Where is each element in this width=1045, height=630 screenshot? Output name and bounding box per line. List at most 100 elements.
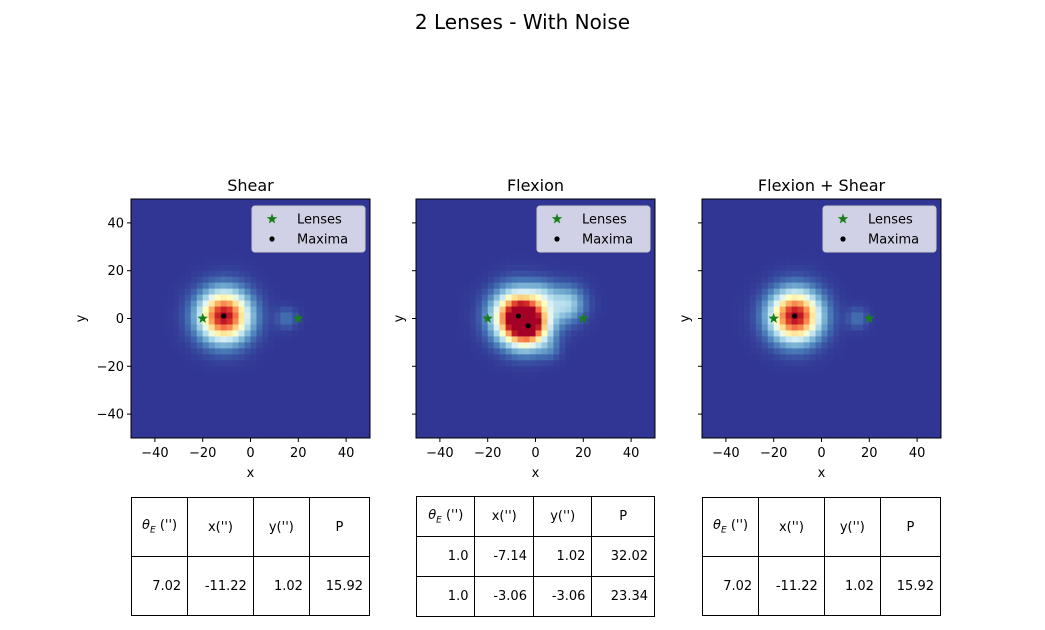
heatmap-cell — [286, 384, 293, 391]
heatmap-cell — [190, 420, 198, 427]
heatmap-cell — [427, 336, 435, 343]
heatmap-cell — [731, 258, 739, 266]
heatmap-cell — [304, 282, 311, 290]
heatmap-cell — [316, 432, 323, 439]
heatmap-cell — [166, 210, 174, 218]
heatmap-cell — [857, 426, 864, 433]
heatmap-cell — [815, 258, 822, 266]
table-row: 7.02 -11.22 1.02 15.92 — [701, 556, 942, 616]
heatmap-cell — [131, 210, 138, 218]
heatmap-cell — [178, 288, 186, 296]
heatmap-cell — [809, 336, 816, 343]
heatmap-cell — [529, 270, 536, 278]
heatmap-cell — [136, 258, 144, 266]
heatmap-cell — [511, 288, 518, 296]
heatmap-cell — [238, 300, 245, 307]
heatmap-cell — [631, 264, 638, 272]
heatmap-cell — [529, 246, 536, 254]
heatmap-cell — [154, 264, 162, 272]
heatmap-cell — [416, 300, 423, 307]
heatmap-cell — [535, 342, 542, 349]
heatmap-cell — [505, 336, 513, 343]
heatmap-cell — [773, 384, 781, 391]
heatmap-cell — [238, 210, 245, 218]
heatmap-cell — [451, 426, 459, 433]
heatmap-cell — [809, 330, 816, 337]
heatmap-cell — [637, 354, 644, 361]
heatmap-cell — [445, 432, 453, 439]
heatmap-cell — [649, 222, 656, 230]
heatmap-cell — [803, 199, 810, 206]
heatmap-cell — [523, 330, 530, 337]
heatmap-cell — [154, 330, 162, 337]
heatmap-cell — [298, 306, 305, 313]
heatmap-cell — [755, 390, 763, 397]
heatmap-cell — [238, 288, 245, 296]
heatmap-cell — [310, 426, 317, 433]
heatmap-cell — [346, 300, 353, 307]
heatmap-cell — [529, 324, 536, 331]
heatmap-cell — [262, 372, 269, 379]
heatmap-cell — [131, 396, 138, 403]
heatmap-cell — [136, 390, 144, 397]
heatmap-cell — [172, 246, 180, 254]
heatmap-cell — [421, 222, 429, 230]
heatmap-cell — [505, 199, 513, 206]
heatmap-cell — [881, 276, 888, 284]
heatmap-cell — [815, 360, 822, 367]
heatmap-cell — [499, 264, 507, 272]
heatmap-cell — [607, 330, 614, 337]
heatmap-cell — [244, 432, 251, 439]
heatmap-cell — [154, 390, 162, 397]
heatmap-cell — [737, 276, 745, 284]
heatmap-cell — [583, 294, 590, 301]
heatmap-cell — [761, 342, 769, 349]
heatmap-cell — [445, 396, 453, 403]
heatmap-cell — [232, 360, 239, 367]
heatmap-cell — [893, 324, 900, 331]
heatmap-cell — [583, 330, 590, 337]
heatmap-cell — [767, 414, 775, 421]
heatmap-cell — [595, 342, 602, 349]
heatmap-cell — [571, 372, 578, 379]
heatmap-cell — [803, 288, 810, 296]
heatmap-cell — [607, 360, 614, 367]
heatmap-cell — [887, 360, 894, 367]
heatmap-cell — [875, 330, 882, 337]
heatmap-cell — [541, 384, 548, 391]
heatmap-cell — [184, 342, 192, 349]
table-header-cell: x('') — [187, 497, 254, 557]
heatmap-cell — [571, 294, 578, 301]
heatmap-cell — [881, 360, 888, 367]
heatmap-cell — [529, 426, 536, 433]
heatmap-cell — [815, 348, 822, 355]
heatmap-cell — [803, 306, 810, 313]
heatmap-cell — [779, 294, 787, 301]
heatmap-cell — [761, 312, 769, 319]
heatmap-cell — [809, 264, 816, 272]
heatmap-cell — [743, 204, 751, 212]
heatmap-cell — [475, 204, 483, 212]
heatmap-cell — [445, 288, 453, 296]
heatmap-cell — [773, 270, 781, 278]
heatmap-cell — [553, 288, 560, 296]
heatmap-cell — [827, 294, 834, 301]
heatmap-cell — [899, 330, 906, 337]
heatmap-cell — [298, 318, 305, 325]
heatmap-cell — [845, 348, 852, 355]
heatmap-cell — [220, 420, 228, 427]
heatmap-cell — [649, 270, 656, 278]
heatmap-cell — [869, 408, 876, 415]
heatmap-cell — [457, 396, 465, 403]
heatmap-cell — [923, 300, 930, 307]
heatmap-cell — [589, 360, 596, 367]
heatmap-cell — [433, 354, 441, 361]
heatmap-cell — [457, 252, 465, 260]
heatmap-cell — [298, 384, 305, 391]
heatmap-cell — [238, 354, 245, 361]
heatmap-cell — [589, 252, 596, 260]
heatmap-cell — [421, 378, 429, 385]
heatmap-cell — [160, 216, 168, 224]
heatmap-cell — [881, 342, 888, 349]
heatmap-cell — [433, 360, 441, 367]
